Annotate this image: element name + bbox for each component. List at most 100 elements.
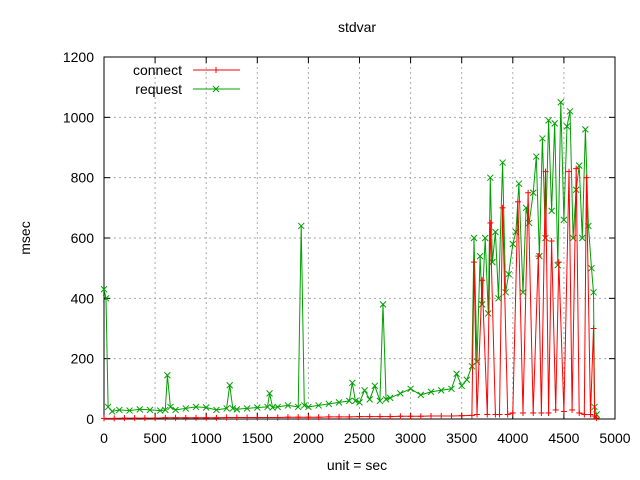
- data-point-request: [294, 403, 302, 411]
- data-point-request: [146, 406, 154, 414]
- data-point-request: [458, 382, 466, 390]
- data-point-request: [366, 396, 374, 403]
- data-point-request: [182, 405, 190, 412]
- data-point-request: [192, 403, 200, 411]
- data-point-request: [505, 270, 513, 278]
- data-point-request: [202, 404, 210, 411]
- data-point-request: [519, 288, 527, 296]
- data-point-request: [448, 385, 455, 393]
- data-point-connect: [509, 409, 516, 416]
- data-point-request: [578, 234, 586, 242]
- data-point-request: [397, 390, 404, 397]
- data-point-connect: [552, 406, 559, 413]
- data-point-connect: [470, 259, 477, 266]
- data-point-request: [382, 396, 390, 403]
- data-point-connect: [295, 414, 302, 421]
- data-point-connect: [566, 168, 573, 175]
- data-point-request: [126, 407, 133, 414]
- data-point-request: [563, 123, 571, 130]
- data-point-request: [551, 120, 559, 127]
- data-point-request: [335, 399, 343, 406]
- data-point-connect: [593, 415, 600, 422]
- data-point-request: [588, 264, 595, 272]
- data-point-connect: [244, 414, 251, 421]
- data-point-request: [590, 288, 597, 296]
- data-point-request: [532, 153, 540, 160]
- y-tick-label: 400: [71, 290, 95, 306]
- data-point-connect: [111, 415, 118, 422]
- data-point-request: [560, 216, 568, 224]
- data-point-connect: [274, 414, 281, 421]
- data-point-connect: [542, 168, 549, 175]
- data-point-request: [512, 228, 520, 236]
- data-point-request: [486, 174, 494, 182]
- data-point-connect: [192, 414, 199, 421]
- data-point-request: [345, 397, 353, 405]
- data-point-connect: [468, 412, 475, 419]
- data-point-request: [437, 386, 445, 394]
- data-point-connect: [233, 414, 240, 421]
- x-tick-label: 4500: [548, 430, 579, 446]
- legend: connect request: [133, 62, 240, 97]
- data-point-connect: [581, 411, 588, 418]
- data-point-connect: [548, 238, 555, 245]
- data-point-request: [253, 404, 261, 411]
- data-point-connect: [121, 415, 128, 422]
- x-tick-label: 2500: [344, 430, 375, 446]
- data-point-request: [502, 288, 509, 296]
- data-point-connect: [182, 414, 189, 421]
- data-point-request: [325, 400, 333, 408]
- data-point-connect: [530, 409, 537, 416]
- data-point-request: [386, 394, 394, 402]
- data-point-request: [529, 189, 537, 197]
- x-tick-label: 1000: [191, 430, 222, 446]
- data-point-request: [417, 391, 425, 399]
- data-point-connect: [264, 414, 271, 421]
- data-point-request: [376, 397, 384, 405]
- data-point-request: [515, 180, 523, 188]
- legend-label-request: request: [135, 81, 182, 97]
- data-point-connect: [305, 414, 312, 421]
- data-point-connect: [538, 409, 545, 416]
- data-point-connect: [499, 204, 506, 211]
- data-point-request: [566, 107, 574, 115]
- data-point-connect: [152, 415, 159, 422]
- y-axis-label: msec: [17, 221, 33, 254]
- data-point-request: [499, 159, 506, 166]
- data-point-connect: [213, 414, 220, 421]
- grid-lines: [104, 57, 615, 419]
- data-point-request: [102, 294, 110, 302]
- data-point-request: [164, 371, 171, 379]
- legend-marker-request: [212, 85, 220, 93]
- axis-ticks: 0 500 1000 1500 2000 2500 3000 3500 4000 4500 5000…: [63, 49, 631, 446]
- data-point-connect: [525, 189, 532, 196]
- data-point-request: [136, 405, 144, 413]
- data-point-request: [266, 390, 273, 397]
- data-point-request: [352, 397, 359, 405]
- data-point-request: [476, 252, 484, 260]
- data-point-request: [545, 116, 552, 124]
- data-point-connect: [397, 413, 404, 420]
- data-point-connect: [131, 415, 138, 422]
- data-point-request: [300, 402, 308, 409]
- data-point-connect: [428, 412, 435, 419]
- data-point-connect: [569, 406, 576, 413]
- y-tick-label: 1200: [63, 49, 94, 65]
- x-tick-label: 5000: [599, 430, 630, 446]
- y-tick-label: 200: [71, 351, 95, 367]
- data-point-connect: [366, 413, 373, 420]
- data-point-request: [539, 135, 546, 142]
- x-tick-label: 500: [143, 430, 167, 446]
- data-point-connect: [162, 414, 169, 421]
- data-point-connect: [417, 413, 424, 420]
- data-point-request: [274, 403, 282, 411]
- data-point-request: [115, 406, 123, 414]
- data-point-connect: [576, 409, 583, 416]
- data-point-connect: [101, 415, 107, 422]
- x-tick-label: 0: [100, 430, 108, 446]
- data-point-connect: [520, 409, 527, 416]
- series-line-request: [103, 102, 598, 415]
- data-point-request: [243, 405, 251, 412]
- data-point-connect: [254, 414, 261, 421]
